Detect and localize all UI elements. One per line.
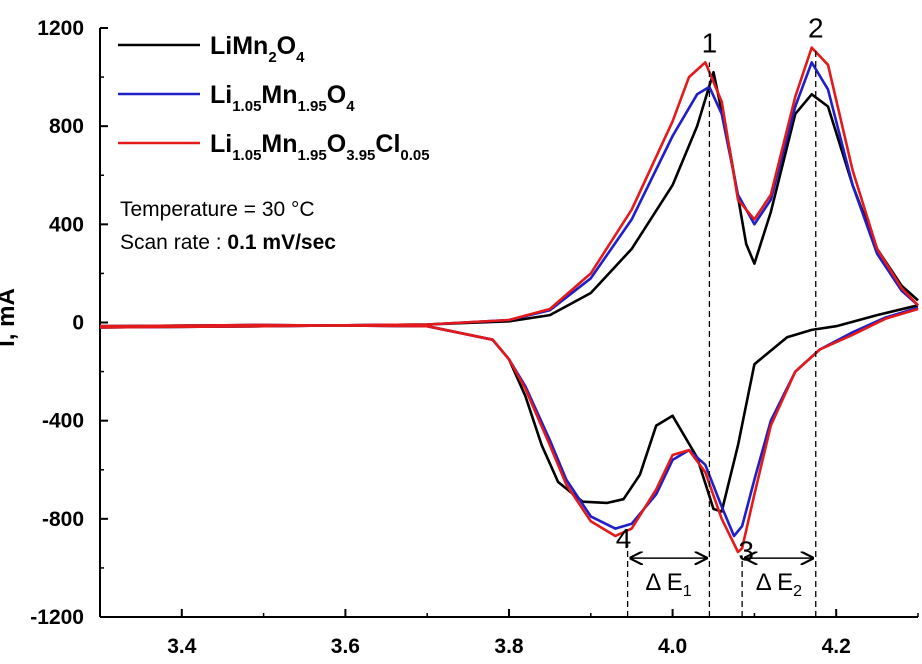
x-tick-label: 4.0	[658, 635, 687, 658]
scan-rate-note: Scan rate : 0.1 mV/sec	[120, 231, 336, 254]
y-tick-label: -1200	[30, 606, 84, 629]
y-axis-label: I, mA	[0, 288, 20, 347]
series-layer	[99, 46, 919, 554]
x-tick-label: 3.4	[167, 635, 197, 658]
legend: LiMn2O4 Li1.05Mn1.95O4 Li1.05Mn1.95O3.95Cl…	[118, 32, 430, 254]
legend-label-2: Li1.05Mn1.95O4	[210, 81, 355, 115]
series-1-cathodic-line	[99, 304, 919, 513]
x-tick-label: 3.6	[331, 635, 360, 658]
y-tick-label: 400	[49, 213, 84, 236]
x-tick-label: 4.2	[822, 635, 851, 658]
legend-label-1: LiMn2O4	[210, 32, 305, 66]
delta-e2-label: Δ E2	[756, 569, 802, 600]
x-tick-label: 3.8	[494, 635, 524, 658]
axes: 1200 800 400 0 -400 -800 -1200 3.4 3.6 3.8 4.0 4.2 I…	[0, 17, 919, 658]
peak-label-1: 1	[702, 27, 718, 58]
y-tick-label: 800	[49, 115, 84, 138]
y-tick-label: -400	[42, 410, 84, 433]
series-3	[99, 46, 919, 554]
temperature-note: Temperature = 30 °C	[120, 198, 315, 221]
y-tick-label: -800	[42, 508, 84, 531]
y-tick-label: 1200	[37, 17, 84, 40]
peak-label-4: 4	[616, 523, 632, 554]
y-tick-label: 0	[72, 312, 84, 335]
peak-label-2: 2	[808, 13, 824, 44]
legend-label-3: Li1.05Mn1.95O3.95Cl0.05	[210, 130, 430, 164]
series-3-anodic-line	[99, 46, 919, 329]
delta-e1-label: Δ E1	[645, 569, 691, 600]
series-3-cathodic-line	[99, 307, 919, 554]
annotations: 1 2 3 4 Δ E1 Δ E2	[616, 13, 824, 617]
peak-label-3: 3	[738, 535, 754, 566]
series-2-cathodic-line	[99, 306, 919, 538]
